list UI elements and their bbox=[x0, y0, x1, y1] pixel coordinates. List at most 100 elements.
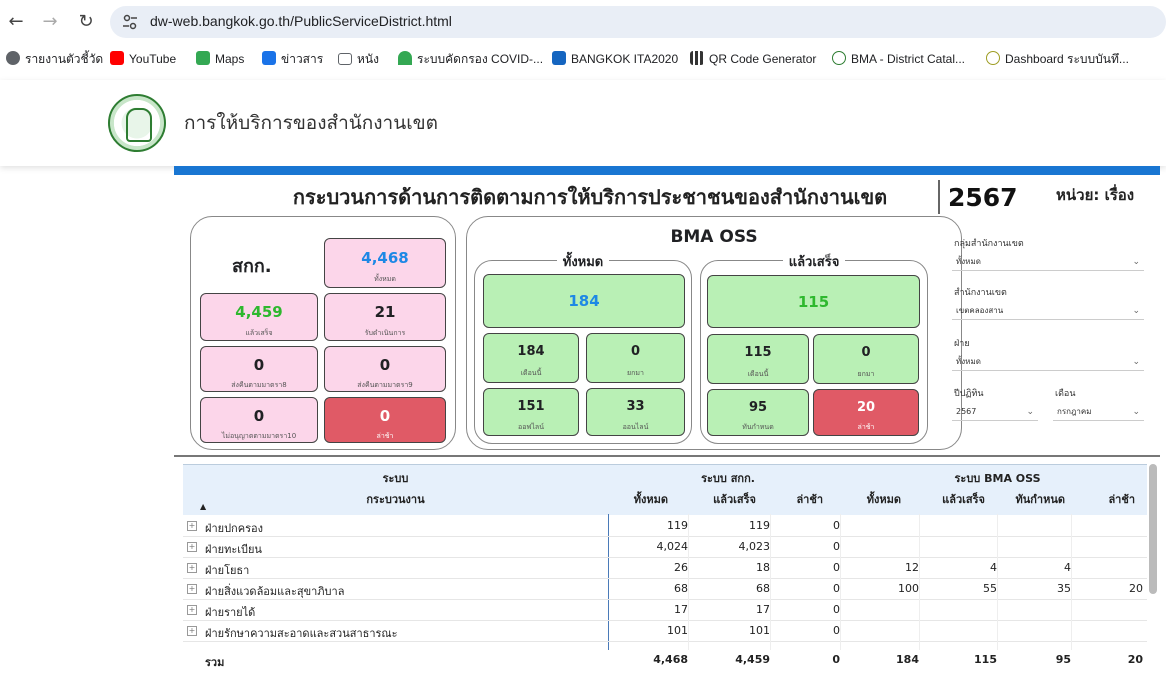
district-group-label: กลุ่มสำนักงานเขต bbox=[954, 239, 1024, 249]
sakk-sec10-card[interactable]: 0 ไม่อนุญาตตามมาตรา10 bbox=[200, 397, 318, 443]
chevron-down-icon: ⌄ bbox=[1132, 407, 1140, 417]
chevron-down-icon: ⌄ bbox=[1132, 306, 1140, 316]
district-label: สำนักงานเขต bbox=[954, 288, 1007, 298]
oss-all-total-card[interactable]: 184 bbox=[483, 274, 685, 328]
row-cell: 4,023 bbox=[738, 540, 771, 553]
row-cell: 0 bbox=[833, 540, 840, 553]
district-select[interactable]: เขตคลองสาน ⌄ bbox=[952, 302, 1144, 320]
oss-title: BMA OSS bbox=[670, 227, 758, 247]
report-title: กระบวนการด้านการติดตามการให้บริการประชาช… bbox=[292, 185, 888, 209]
oss-all-carried-card[interactable]: 0 ยกมา bbox=[586, 333, 685, 383]
table-row[interactable]: + ฝ่ายทะเบียน 4,024 4,023 0 bbox=[183, 537, 1147, 558]
oss-done-late-card[interactable]: 20 ล่าช้า bbox=[813, 389, 919, 436]
column-divider bbox=[840, 514, 841, 670]
report-top-bar bbox=[174, 166, 1160, 175]
bookmark-item[interactable]: Dashboard ระบบบันทึ... bbox=[986, 50, 1129, 68]
folder-icon bbox=[338, 53, 352, 65]
section-label: ฝ่าย bbox=[954, 339, 970, 349]
table-scrollbar[interactable] bbox=[1149, 464, 1157, 594]
header-process[interactable]: กระบวนงาน bbox=[366, 493, 425, 506]
table-total-row: รวม 4,468 4,459 0 184 115 95 20 bbox=[183, 650, 1147, 670]
header-sakk-system: ระบบ สกก. bbox=[701, 472, 755, 485]
year-display: 2567 bbox=[948, 183, 1018, 212]
sakk-total-card[interactable]: 4,468 ทั้งหมด bbox=[324, 238, 446, 288]
oss-done-on-time-card[interactable]: 95 ทันกำหนด bbox=[707, 389, 809, 436]
bookmark-item[interactable]: ข่าวสาร bbox=[262, 50, 323, 68]
col-header[interactable]: ล่าช้า bbox=[796, 493, 823, 506]
sort-up-icon[interactable]: ▲ bbox=[200, 502, 207, 511]
bookmark-item[interactable]: หนัง bbox=[338, 50, 379, 68]
browser-chrome: ← → ↻ dw-web.bangkok.go.th/PublicService… bbox=[0, 0, 1166, 80]
site-settings-icon[interactable] bbox=[122, 14, 138, 30]
row-cell: 0 bbox=[833, 582, 840, 595]
reload-icon[interactable]: ↻ bbox=[78, 11, 94, 32]
oss-all-offline-card[interactable]: 151 ออฟไลน์ bbox=[483, 388, 579, 436]
expand-icon[interactable]: + bbox=[187, 605, 197, 615]
row-cell: 17 bbox=[756, 603, 770, 616]
row-process-name: ฝ่ายโยธา bbox=[205, 564, 250, 577]
row-cell: 18 bbox=[756, 561, 770, 574]
sakk-title: สกก. bbox=[232, 256, 272, 277]
row-cell: 35 bbox=[1057, 582, 1071, 595]
sakk-late-card[interactable]: 0 ล่าช้า bbox=[324, 397, 446, 443]
row-process-name: ฝ่ายรักษาความสะอาดและสวนสาธารณะ bbox=[205, 627, 398, 640]
expand-icon[interactable]: + bbox=[187, 542, 197, 552]
month-select[interactable]: กรกฎาคม ⌄ bbox=[1053, 403, 1144, 421]
bookmark-item[interactable]: QR Code Generator bbox=[690, 50, 816, 68]
col-header[interactable]: แล้วเสร็จ bbox=[942, 493, 985, 506]
bookmarks-bar: รายงานตัวชี้วัด YouTube Maps ข่าวสาร หนั… bbox=[0, 48, 1166, 70]
expand-icon[interactable]: + bbox=[187, 521, 197, 531]
district-group-select[interactable]: ทั้งหมด ⌄ bbox=[952, 253, 1144, 271]
column-divider bbox=[1071, 514, 1072, 670]
bookmark-item[interactable]: Maps bbox=[196, 50, 244, 68]
bookmark-item[interactable]: BANGKOK ITA2020 bbox=[552, 50, 678, 68]
forward-arrow-icon[interactable]: → bbox=[42, 11, 58, 32]
col-header[interactable]: ทันกำหนด bbox=[1015, 493, 1065, 506]
expand-icon[interactable]: + bbox=[187, 563, 197, 573]
col-header[interactable]: ทั้งหมด bbox=[633, 493, 668, 506]
col-header[interactable]: ทั้งหมด bbox=[866, 493, 901, 506]
row-cell: 17 bbox=[674, 603, 688, 616]
table-row[interactable]: + ฝ่ายรายได้ 17 17 0 bbox=[183, 600, 1147, 621]
sakk-sec9-card[interactable]: 0 ส่งคืนตามมาตรา9 bbox=[324, 346, 446, 392]
header-system: ระบบ bbox=[382, 472, 409, 485]
app-title: การให้บริการของสำนักงานเขต bbox=[184, 112, 439, 134]
sakk-sec8-card[interactable]: 0 ส่งคืนตามมาตรา8 bbox=[200, 346, 318, 392]
row-cell: 68 bbox=[756, 582, 770, 595]
bookmark-item[interactable]: YouTube bbox=[110, 50, 176, 68]
row-cell: 20 bbox=[1129, 582, 1143, 595]
back-arrow-icon[interactable]: ← bbox=[8, 11, 24, 32]
bma-icon bbox=[832, 51, 846, 65]
oss-done-total-card[interactable]: 115 bbox=[707, 275, 920, 328]
expand-icon[interactable]: + bbox=[187, 584, 197, 594]
bookmark-item[interactable]: BMA - District Catal... bbox=[832, 50, 965, 68]
oss-done-carried-card[interactable]: 0 ยกมา bbox=[813, 334, 919, 384]
oss-all-online-card[interactable]: 33 ออนไลน์ bbox=[586, 388, 685, 436]
qr-icon bbox=[690, 51, 704, 65]
sakk-done-card[interactable]: 4,459 แล้วเสร็จ bbox=[200, 293, 318, 341]
bookmark-item[interactable]: รายงานตัวชี้วัด bbox=[6, 50, 103, 68]
table-row[interactable]: + ฝ่ายโยธา 26 18 0 12 4 4 bbox=[183, 558, 1147, 579]
year-select[interactable]: 2567 ⌄ bbox=[952, 403, 1038, 421]
table-row[interactable]: + ฝ่ายรักษาความสะอาดและสวนสาธารณะ 101 101 0 bbox=[183, 621, 1147, 642]
address-bar[interactable]: dw-web.bangkok.go.th/PublicServiceDistri… bbox=[110, 6, 1166, 38]
oss-all-this-month-card[interactable]: 184 เดือนนี้ bbox=[483, 333, 579, 383]
col-header[interactable]: แล้วเสร็จ bbox=[713, 493, 756, 506]
section-divider bbox=[174, 455, 1160, 457]
month-label: เดือน bbox=[1055, 389, 1076, 399]
section-select[interactable]: ทั้งหมด ⌄ bbox=[952, 353, 1144, 371]
bookmark-item[interactable]: ระบบคัดกรอง COVID-... bbox=[398, 50, 543, 68]
col-header[interactable]: ล่าช้า bbox=[1108, 493, 1135, 506]
maps-icon bbox=[196, 51, 210, 65]
row-cell: 101 bbox=[749, 624, 770, 637]
table-row[interactable]: + ฝ่ายสิ่งแวดล้อมและสุขาภิบาล 68 68 0 100 55 35… bbox=[183, 579, 1147, 600]
globe-icon bbox=[6, 51, 20, 65]
table-row[interactable]: + ฝ่ายปกครอง 119 119 0 bbox=[183, 516, 1147, 537]
expand-icon[interactable]: + bbox=[187, 626, 197, 636]
row-process-name: ฝ่ายทะเบียน bbox=[205, 543, 262, 556]
unit-label: หน่วย: เรื่อง bbox=[1056, 186, 1135, 204]
wifi-icon bbox=[398, 51, 412, 65]
oss-done-this-month-card[interactable]: 115 เดือนนี้ bbox=[707, 334, 809, 384]
sakk-in-progress-card[interactable]: 21 รับดำเนินการ bbox=[324, 293, 446, 341]
app-header: การให้บริการของสำนักงานเขต bbox=[0, 80, 1166, 166]
